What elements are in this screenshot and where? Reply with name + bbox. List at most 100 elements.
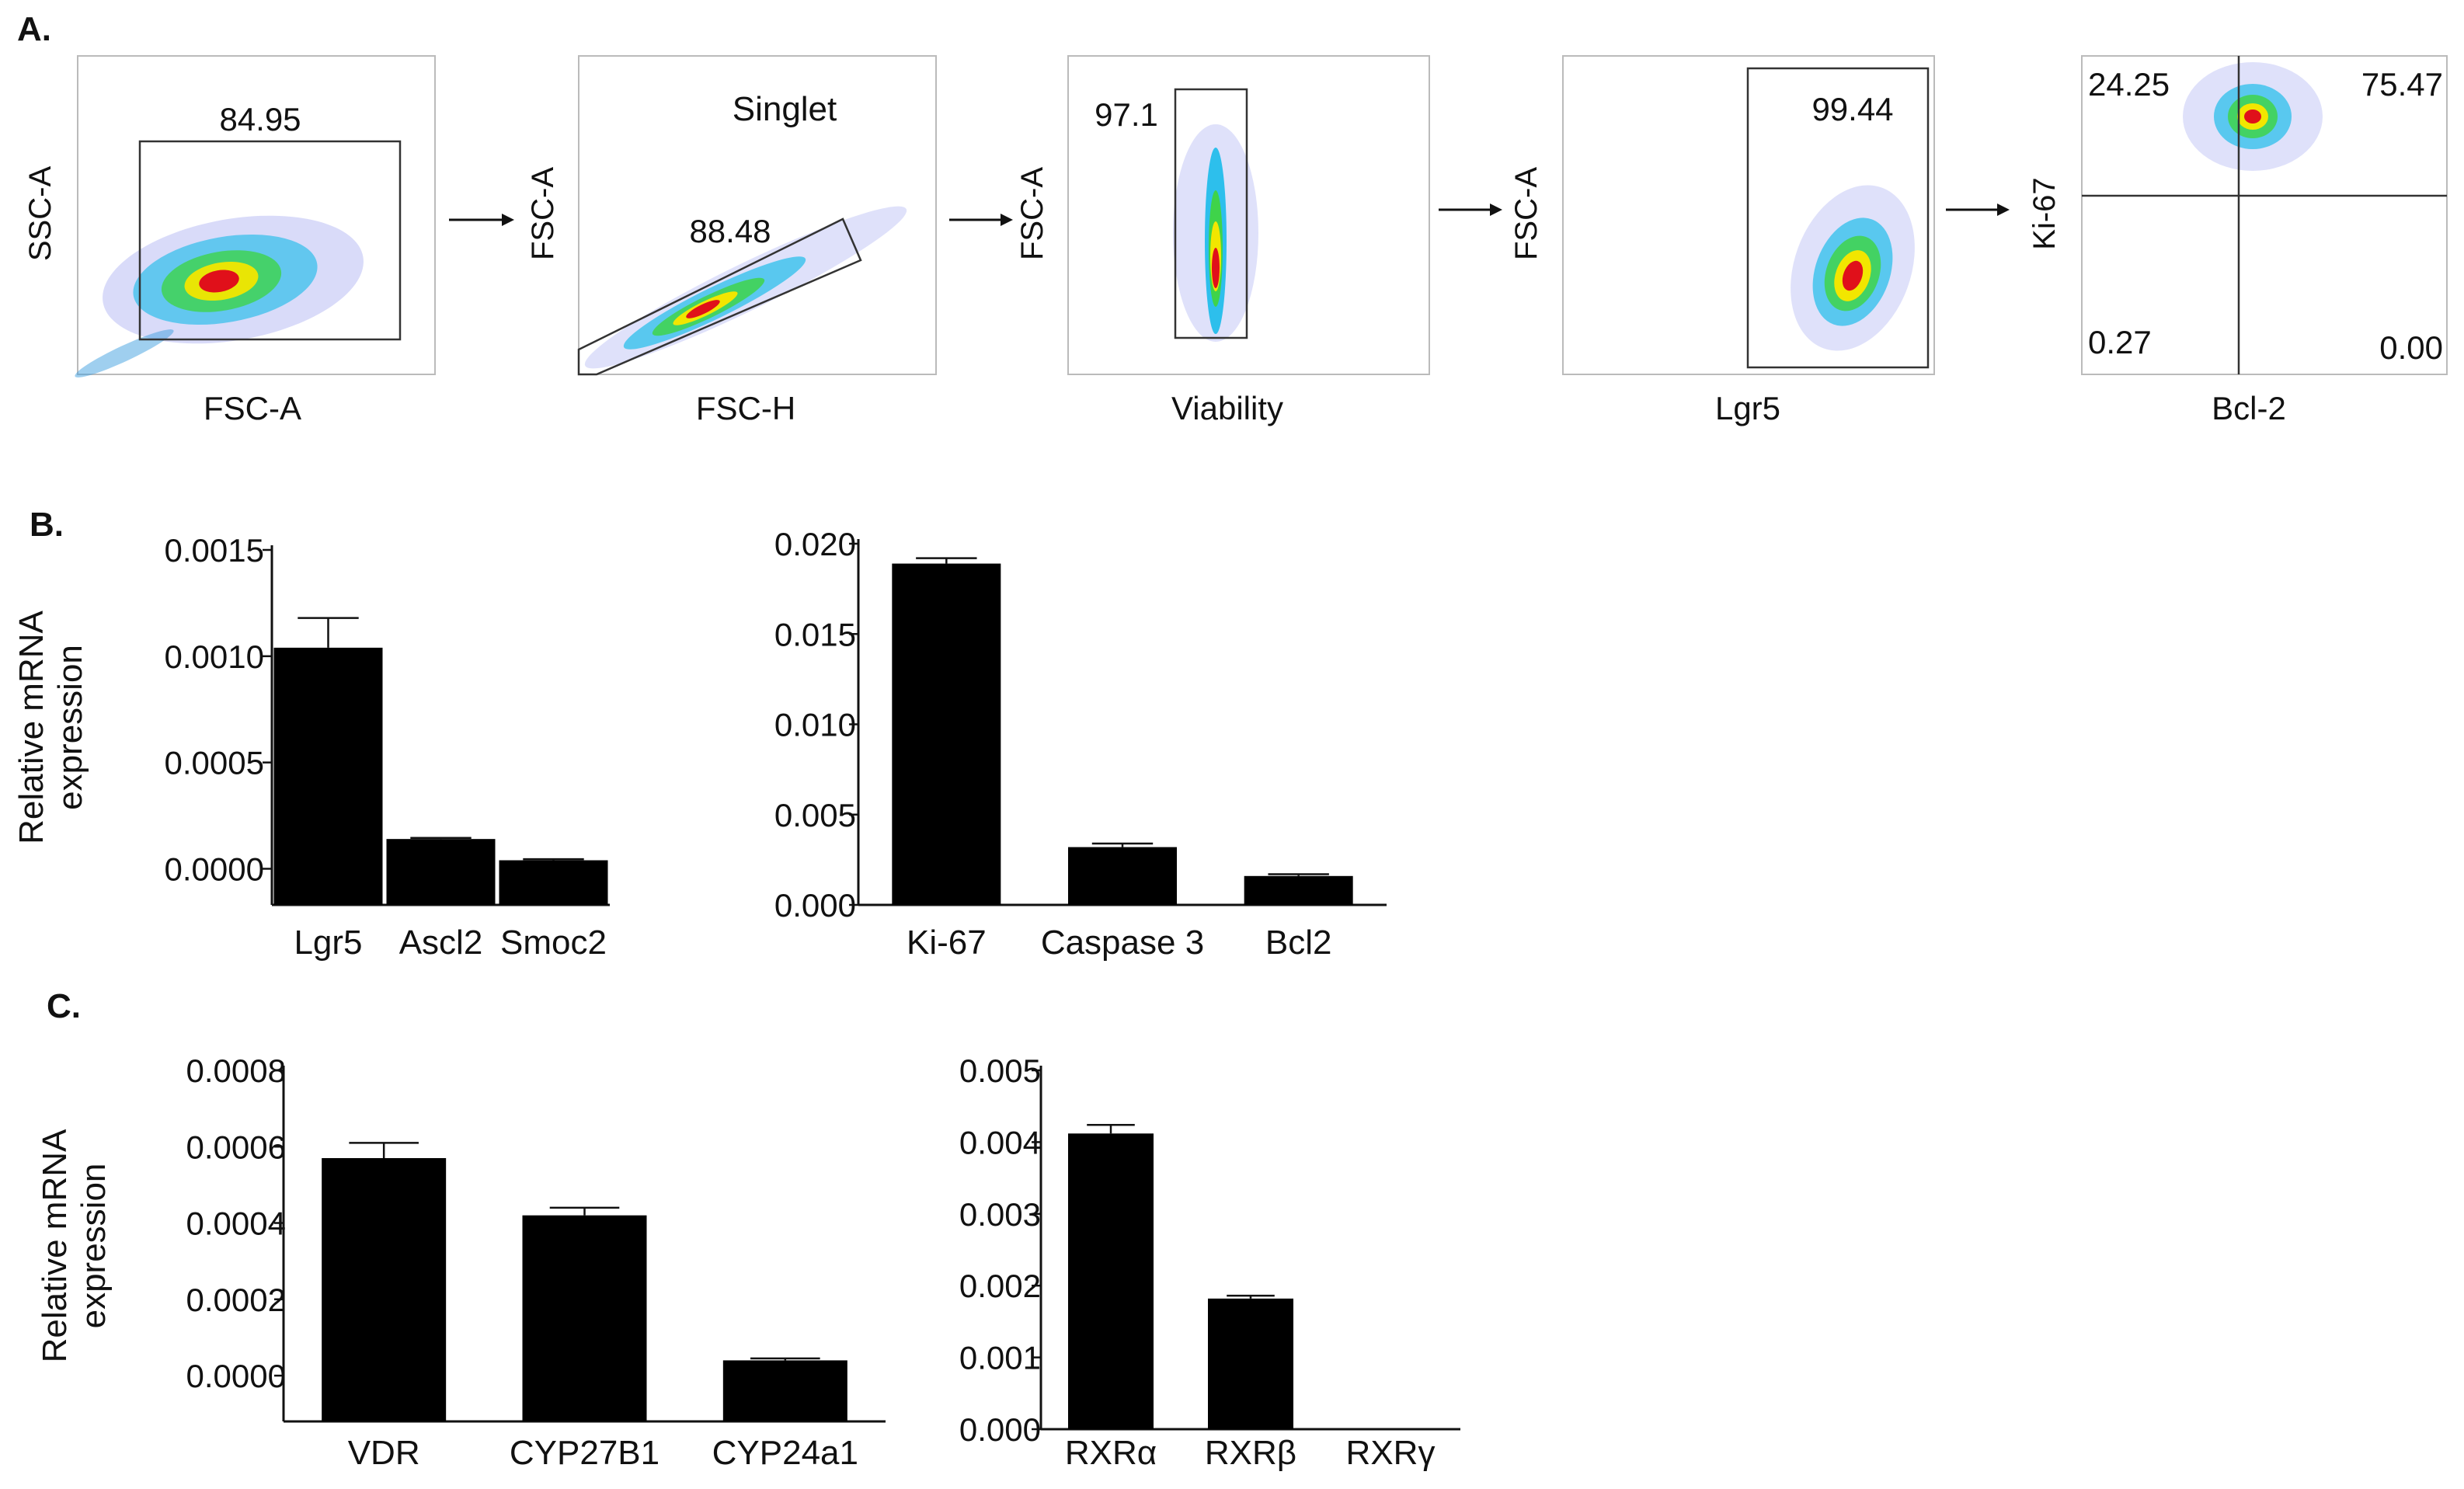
quadrant-label-upper-right: 75.47 bbox=[2361, 66, 2443, 103]
x-tick-label: RXRα bbox=[1065, 1434, 1157, 1472]
density-layer bbox=[75, 215, 364, 377]
x-tick-label: VDR bbox=[348, 1434, 420, 1472]
y-tick-label: 0.0004 bbox=[186, 1205, 286, 1242]
flow-plot-3: 97.1 FSC-A Viability bbox=[1015, 55, 1430, 426]
bar bbox=[1244, 875, 1353, 905]
y-tick-label: 0.005 bbox=[959, 1052, 1041, 1089]
bar bbox=[322, 1158, 447, 1421]
density-layer bbox=[1791, 185, 1915, 351]
y-tick-label: 0.0000 bbox=[165, 851, 264, 887]
flow-plot-1: 84.95 SSC-A FSC-A bbox=[23, 55, 436, 426]
y-axis-label: FSC-A bbox=[526, 167, 560, 260]
panel-label-a: A. bbox=[17, 10, 51, 48]
x-axis-label: Bcl-2 bbox=[2212, 390, 2286, 426]
density-layer bbox=[584, 206, 907, 369]
y-tick-label: 0.003 bbox=[959, 1196, 1041, 1233]
flow-plot-2: Singlet 88.48 FSC-A FSC-H bbox=[526, 55, 937, 426]
y-tick-label: 0.002 bbox=[959, 1268, 1041, 1304]
plot-title: Singlet bbox=[733, 90, 837, 128]
x-tick-label: CYP24a1 bbox=[712, 1434, 858, 1472]
y-tick-label: 0.0015 bbox=[165, 532, 264, 569]
x-tick-label: Ascl2 bbox=[399, 924, 483, 962]
x-tick-label: Smoc2 bbox=[500, 924, 607, 962]
bar bbox=[386, 839, 496, 905]
x-tick-label: CYP27B1 bbox=[510, 1434, 660, 1472]
bar-chart-3: 0.0000 0.0002 0.0004 0.0006 0.0008 VDR CYP27B1… bbox=[36, 1052, 886, 1472]
y-axis-label-line: Relative mRNA bbox=[12, 610, 50, 844]
x-tick-label: Bcl2 bbox=[1265, 924, 1332, 962]
y-tick-label: 0.015 bbox=[774, 616, 856, 652]
flow-plot-frame bbox=[77, 55, 436, 375]
flow-plot-frame bbox=[2081, 55, 2448, 375]
density-blob bbox=[1842, 260, 1864, 291]
flow-plot-5: 24.25 75.47 0.27 0.00 Ki-67 Bcl-2 bbox=[2027, 55, 2448, 426]
y-axis-label-line: Relative mRNA bbox=[36, 1129, 74, 1362]
y-axis-label: FSC-A bbox=[1015, 167, 1049, 260]
y-axis-label: SSC-A bbox=[23, 166, 57, 262]
gate-label: 99.44 bbox=[1811, 91, 1893, 127]
y-axis-label: Relative mRNAexpression bbox=[36, 1129, 113, 1362]
right-arrow-icon bbox=[1946, 204, 2010, 216]
y-axis-label: Ki-67 bbox=[2027, 177, 2062, 249]
y-tick-label: 0.0005 bbox=[165, 745, 264, 781]
y-axis-label-line: expression bbox=[51, 645, 89, 810]
y-axis-label-line: expression bbox=[75, 1164, 113, 1329]
flow-plot-frame bbox=[1067, 55, 1430, 375]
x-tick-label: RXRγ bbox=[1346, 1434, 1436, 1472]
bar-charts: 0.0000 0.0005 0.0010 0.0015 Lgr5 Ascl2 Smoc2 Re… bbox=[12, 526, 1460, 1472]
flow-plot-frame bbox=[578, 55, 937, 375]
gate-label: 88.48 bbox=[689, 213, 771, 249]
density-blob bbox=[199, 270, 239, 293]
bar-chart-1: 0.0000 0.0005 0.0010 0.0015 Lgr5 Ascl2 Smoc2 Re… bbox=[12, 532, 610, 962]
density-layer bbox=[1173, 124, 1258, 342]
bar bbox=[722, 1360, 847, 1421]
y-axis-label: FSC-A bbox=[1509, 167, 1543, 260]
y-tick-label: 0.000 bbox=[959, 1411, 1041, 1448]
right-arrow-icon bbox=[949, 214, 1013, 226]
x-axis-label: Viability bbox=[1171, 390, 1283, 426]
y-tick-label: 0.004 bbox=[959, 1124, 1041, 1160]
flow-plot-frame bbox=[1562, 55, 1935, 375]
panel-label-c: C. bbox=[47, 987, 81, 1025]
bar bbox=[273, 647, 383, 905]
bar bbox=[1208, 1298, 1293, 1429]
bar bbox=[1068, 847, 1177, 905]
y-tick-label: 0.020 bbox=[774, 526, 856, 562]
x-tick-label: Caspase 3 bbox=[1041, 924, 1204, 962]
y-tick-label: 0.000 bbox=[774, 887, 856, 924]
bar bbox=[499, 860, 608, 905]
quadrant-label-upper-left: 24.25 bbox=[2088, 66, 2170, 103]
right-arrow-icon bbox=[1439, 204, 1502, 216]
y-tick-label: 0.0006 bbox=[186, 1129, 286, 1165]
density-blob bbox=[1212, 248, 1220, 288]
y-tick-label: 0.001 bbox=[959, 1340, 1041, 1376]
bar bbox=[892, 563, 1001, 905]
gate-rectangle bbox=[138, 140, 402, 341]
y-tick-label: 0.0002 bbox=[186, 1282, 286, 1318]
panel-label-b: B. bbox=[30, 506, 64, 544]
y-tick-label: 0.0000 bbox=[186, 1358, 286, 1394]
density-blob bbox=[2244, 110, 2261, 124]
gate-rectangle bbox=[1746, 67, 1930, 369]
quadrant-label-lower-right: 0.00 bbox=[2379, 329, 2443, 366]
bar-chart-2: 0.000 0.005 0.010 0.015 0.020 Ki-67 Caspase 3 B… bbox=[774, 526, 1387, 962]
gate-label: 97.1 bbox=[1095, 96, 1158, 133]
bar bbox=[522, 1215, 647, 1421]
y-axis-label: Relative mRNAexpression bbox=[12, 610, 89, 844]
y-tick-label: 0.005 bbox=[774, 797, 856, 833]
x-tick-label: Ki-67 bbox=[907, 924, 987, 962]
y-tick-label: 0.010 bbox=[774, 707, 856, 743]
x-axis-label: FSC-H bbox=[696, 390, 795, 426]
x-axis-label: FSC-A bbox=[204, 390, 301, 426]
quadrant-label-lower-left: 0.27 bbox=[2088, 324, 2152, 360]
gate-polygon bbox=[577, 217, 862, 376]
y-tick-label: 0.0010 bbox=[165, 638, 264, 675]
gate-rectangle bbox=[1174, 88, 1248, 339]
density-blob bbox=[75, 329, 174, 377]
x-axis-label: Lgr5 bbox=[1715, 390, 1780, 426]
x-tick-label: Lgr5 bbox=[294, 924, 362, 962]
flow-plot-4: 99.44 FSC-A Lgr5 bbox=[1509, 55, 1935, 426]
bar bbox=[1068, 1133, 1154, 1429]
gate-label: 84.95 bbox=[219, 101, 301, 137]
